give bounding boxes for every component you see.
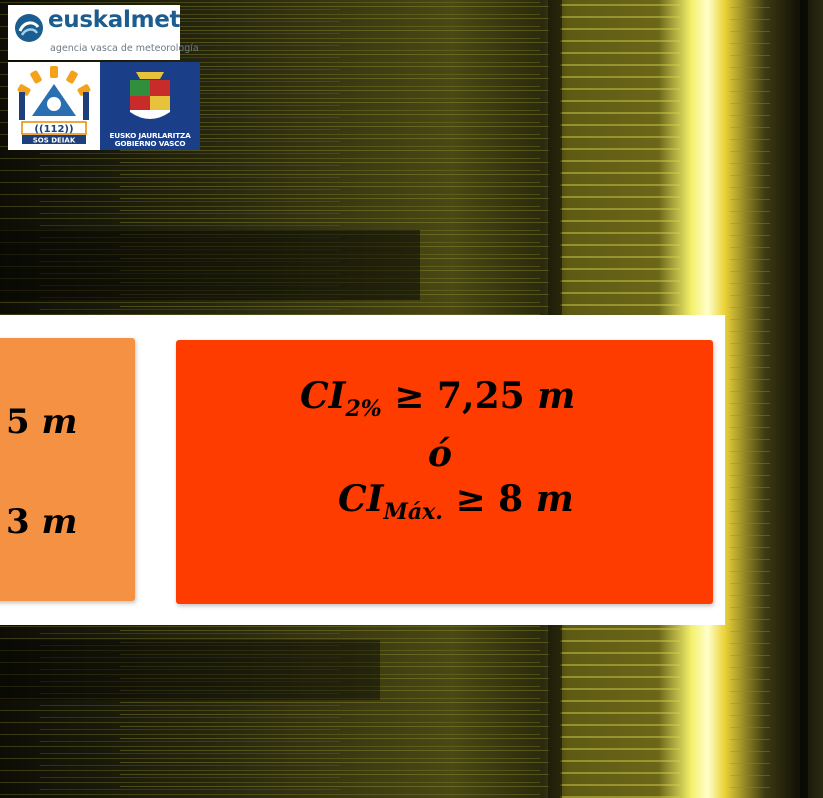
orange-value-1: 5: [6, 402, 30, 442]
euskalmet-swirl-icon: [15, 14, 43, 42]
orange-threshold-card: [0, 338, 135, 601]
svg-text:((112)): ((112)): [34, 124, 73, 135]
geq-symbol: ≥: [394, 375, 425, 417]
ci-subscript-2pct: 2%: [345, 396, 382, 422]
red-threshold-card: [176, 340, 713, 604]
orange-unit-2: m: [41, 502, 78, 542]
ci2-unit: m: [537, 375, 576, 417]
euskalmet-tagline: agencia vasca de meteorología: [50, 43, 199, 54]
emergencias-112-logo: ((112)) SOS DEIAK: [8, 62, 100, 150]
coat-of-arms-icon: [100, 62, 200, 150]
cimax-value: 8: [498, 478, 524, 520]
orange-threshold-line-2: 3 m: [6, 502, 78, 542]
geq-symbol-2: ≥: [455, 478, 486, 520]
svg-text:SOS DEIAK: SOS DEIAK: [33, 137, 76, 145]
ci-subscript-max: Máx.: [383, 499, 443, 525]
orange-unit-1: m: [41, 402, 78, 442]
euskalmet-wordmark: euskalmet: [48, 7, 181, 33]
ci-symbol: CI: [300, 375, 346, 417]
red-threshold-connector: ó: [428, 433, 453, 475]
ci2-value: 7,25: [436, 375, 525, 417]
euskalmet-logo: euskalmet agencia vasca de meteorología: [8, 5, 199, 60]
orange-threshold-line-1: 5 m: [6, 402, 78, 442]
red-threshold-cimax-line: CIMáx. ≥ 8 m: [338, 478, 574, 525]
gov-name-basque: EUSKO JAURLARITZA: [109, 131, 191, 140]
eusko-jaurlaritza-logo: EUSKO JAURLARITZA GOBIERNO VASCO: [100, 62, 200, 150]
red-threshold-ci2-line: CI2% ≥ 7,25 m: [300, 375, 576, 422]
emergencias-emblem-icon: ((112)) SOS DEIAK: [17, 66, 91, 145]
gov-name-spanish: GOBIERNO VASCO: [114, 139, 186, 148]
ci-max-symbol: CI: [338, 478, 384, 520]
orange-value-2: 3: [6, 502, 30, 542]
cimax-unit: m: [535, 478, 574, 520]
